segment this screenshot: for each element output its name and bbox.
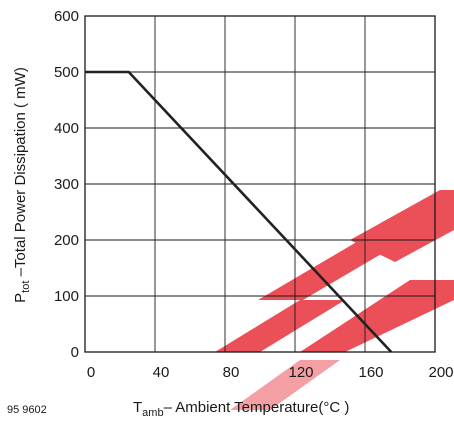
y-tick-label: 200: [54, 232, 79, 249]
y-axis-symbol-subscript: tot: [20, 281, 32, 293]
y-tick-labels: 0 100 200 300 400 500 600: [54, 8, 79, 361]
x-tick-labels: 0 40 80 120 160 200: [87, 364, 454, 381]
x-axis-label-text: – Ambient Temperature(°C ): [164, 399, 350, 416]
watermark-logo: [215, 190, 454, 410]
y-tick-label: 0: [71, 344, 79, 361]
y-tick-label: 500: [54, 64, 79, 81]
x-axis-label: Tamb– Ambient Temperature(°C ): [133, 399, 349, 419]
y-axis-symbol: P: [12, 293, 29, 303]
x-tick-label: 160: [358, 364, 383, 381]
x-tick-label: 40: [153, 364, 170, 381]
y-axis-label: Ptot –Total Power Dissipation ( mW): [12, 67, 32, 303]
x-tick-label: 120: [288, 364, 313, 381]
x-axis-symbol: T: [133, 399, 142, 416]
figure-id: 95 9602: [7, 404, 47, 416]
y-tick-label: 600: [54, 8, 79, 25]
data-series: [85, 70, 393, 353]
x-tick-label: 0: [87, 364, 95, 381]
series-line-0: [85, 70, 393, 353]
y-tick-label: 400: [54, 120, 79, 137]
y-tick-label: 100: [54, 288, 79, 305]
plot-frame: [84, 15, 436, 353]
x-axis-symbol-subscript: amb: [142, 407, 163, 419]
y-axis-label-text: –Total Power Dissipation ( mW): [12, 67, 29, 280]
x-tick-label: 80: [223, 364, 240, 381]
x-tick-label: 200: [428, 364, 453, 381]
y-tick-label: 300: [54, 176, 79, 193]
